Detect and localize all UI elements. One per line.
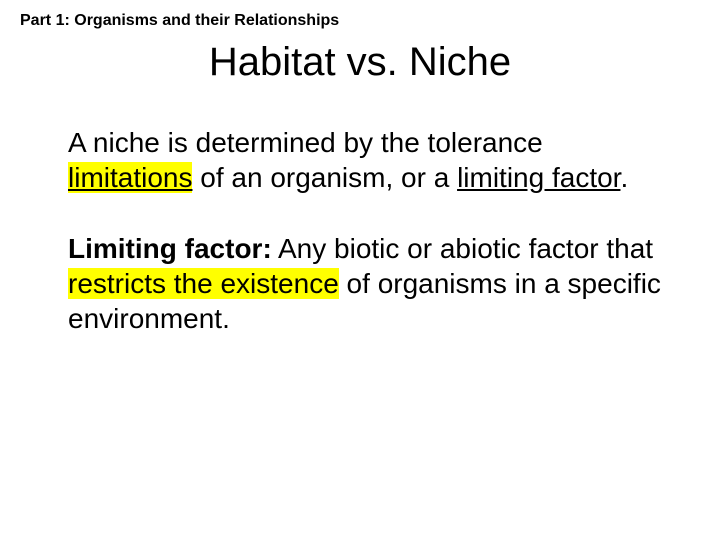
paragraph-niche-definition: A niche is determined by the tolerance l…	[68, 125, 670, 195]
text-segment: Any biotic or abiotic factor that	[272, 233, 653, 264]
paragraph-limiting-factor-definition: Limiting factor: Any biotic or abiotic f…	[68, 231, 670, 336]
part-label: Part 1: Organisms and their Relationship…	[20, 12, 700, 30]
text-bold-term: Limiting factor:	[68, 233, 272, 264]
text-underline-limiting-factor: limiting factor	[457, 162, 620, 193]
text-segment: .	[620, 162, 628, 193]
text-highlight-restricts: restricts the existence	[68, 268, 339, 299]
text-segment: A niche is determined by the tolerance	[68, 127, 543, 158]
slide-title: Habitat vs. Niche	[20, 40, 700, 85]
slide-container: Part 1: Organisms and their Relationship…	[0, 0, 720, 540]
text-segment: of an organism, or a	[192, 162, 457, 193]
text-highlight-limitations: limitations	[68, 162, 192, 193]
